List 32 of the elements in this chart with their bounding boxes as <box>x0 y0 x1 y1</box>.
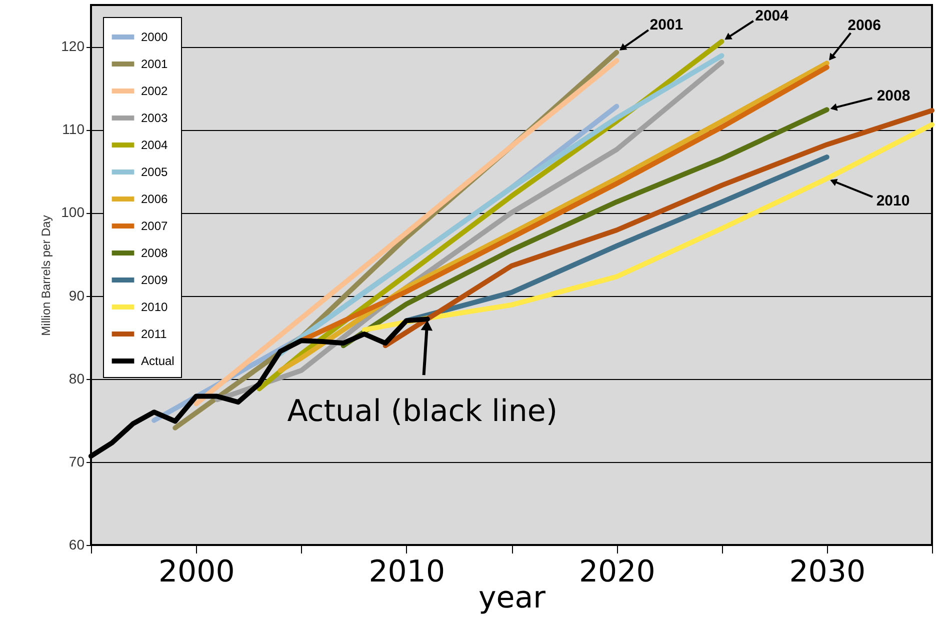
y-tick-label: 80 <box>68 370 85 386</box>
annotation: 2006 <box>848 17 881 34</box>
y-tick-label: 100 <box>61 204 85 220</box>
legend-label: 2004 <box>141 138 168 152</box>
legend-label: 2002 <box>141 84 168 98</box>
legend-label: 2005 <box>141 165 168 179</box>
legend-label: 2003 <box>141 111 168 125</box>
annotation: 2004 <box>755 8 790 25</box>
annotation: Actual (black line) <box>287 394 558 430</box>
legend-label: 2011 <box>141 327 168 341</box>
annotation: 2008 <box>876 88 910 105</box>
legend-label: 2008 <box>141 246 168 260</box>
y-tick-label: 120 <box>61 38 85 54</box>
y-tick-label: 70 <box>68 453 85 470</box>
y-tick-label: 60 <box>68 536 85 552</box>
legend-label: 2009 <box>141 273 168 287</box>
annotation: 2010 <box>876 192 910 210</box>
x-tick-label: 2030 <box>789 554 866 590</box>
legend-label: 2010 <box>141 300 168 314</box>
annotation: 2001 <box>650 16 684 34</box>
y-tick-label: 90 <box>68 287 85 304</box>
y-tick-label: 110 <box>62 121 85 138</box>
legend-label: 2001 <box>141 57 168 71</box>
x-tick-label: 2000 <box>158 554 235 590</box>
legend-label: Actual <box>141 354 174 368</box>
legend-label: 2000 <box>141 30 168 44</box>
y-axis-title: Million Barrels per Day <box>39 215 54 336</box>
legend-label: 2007 <box>141 219 168 233</box>
legend-label: 2006 <box>141 192 168 206</box>
x-axis-title: year <box>478 580 546 616</box>
x-tick-label: 2010 <box>368 554 446 590</box>
x-tick-label: 2020 <box>578 554 656 590</box>
